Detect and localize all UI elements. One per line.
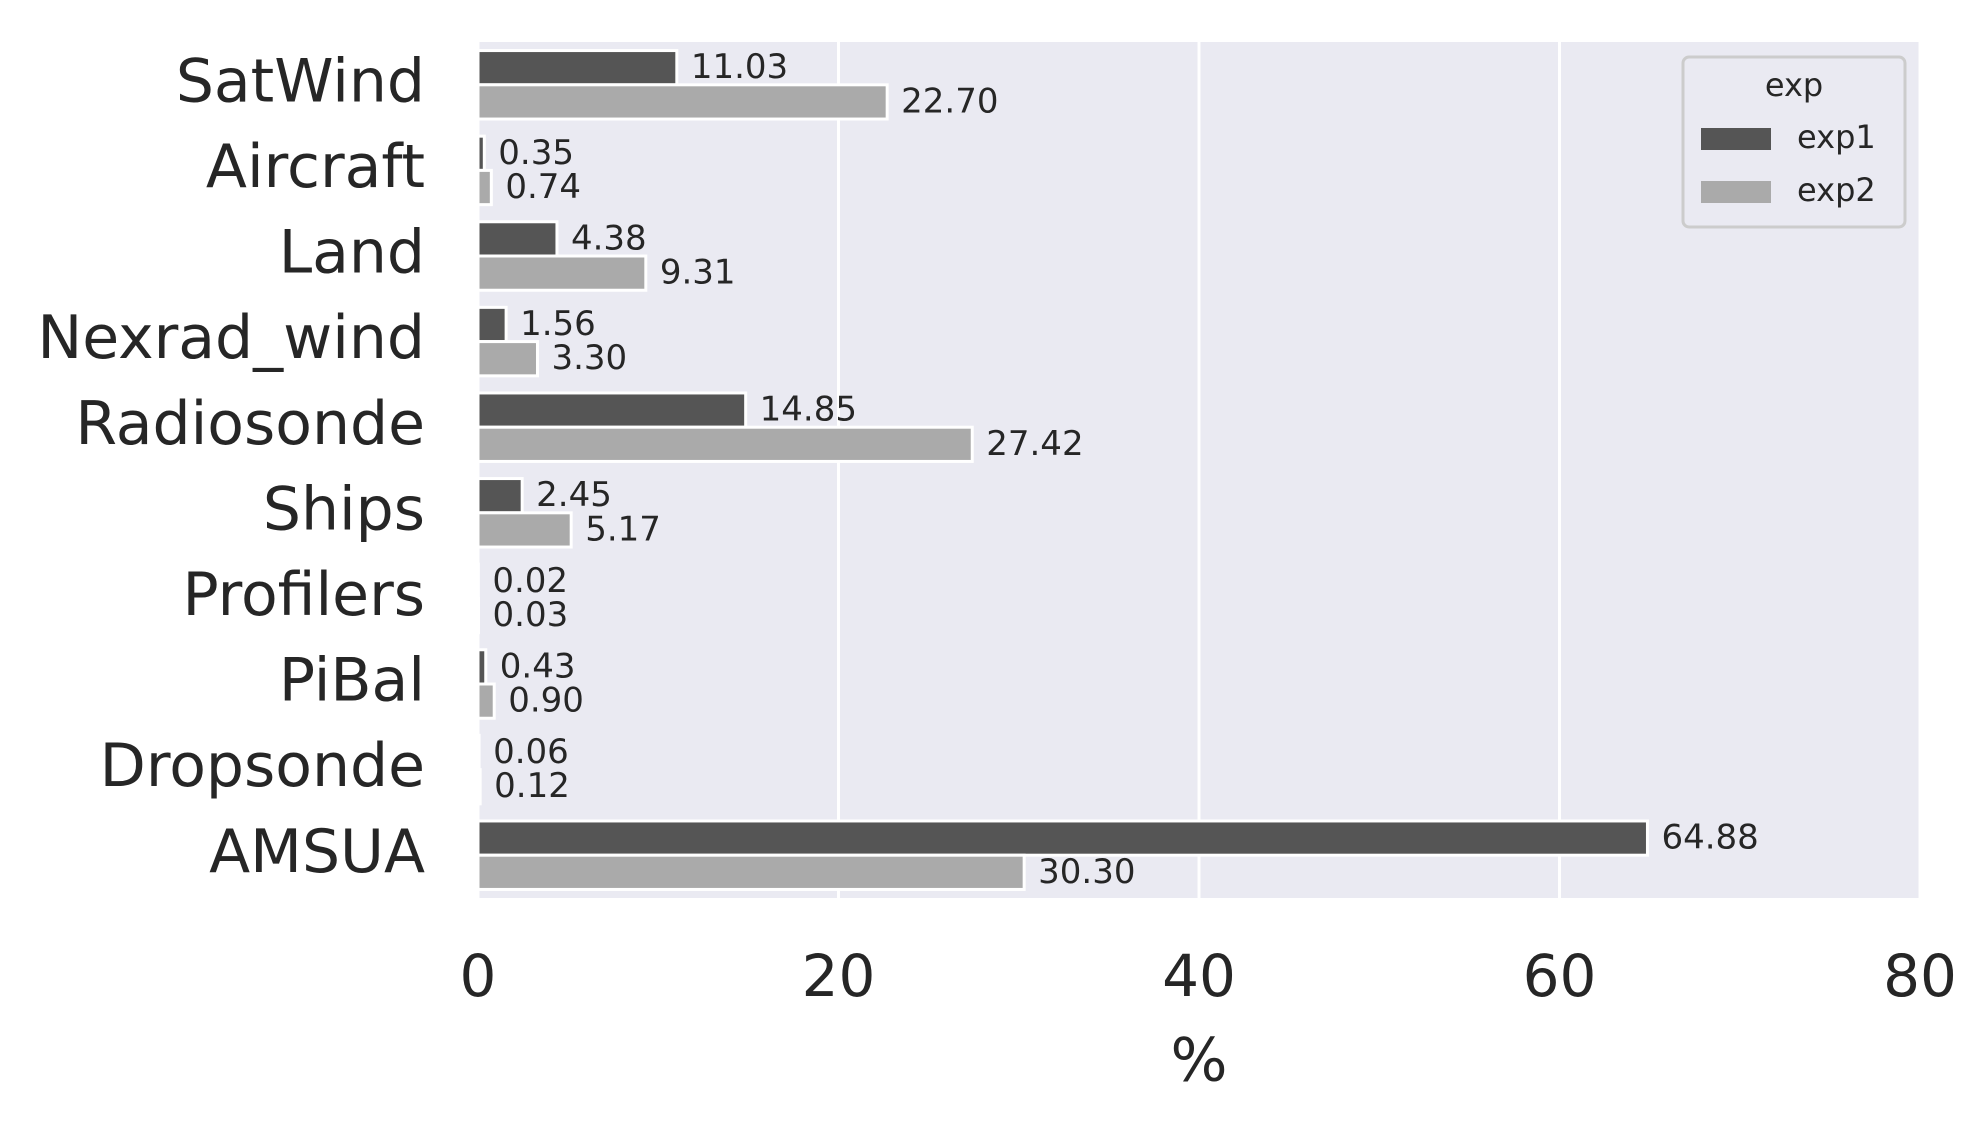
- value-label: 0.90: [508, 681, 584, 721]
- value-label: 0.12: [494, 766, 570, 806]
- x-tick-label: 20: [802, 942, 876, 1010]
- bar: [478, 342, 537, 376]
- y-tick-label: AMSUA: [209, 817, 425, 887]
- y-tick-label: SatWind: [176, 46, 425, 116]
- value-label: 11.03: [691, 47, 788, 87]
- bar: [478, 170, 491, 204]
- x-tick-label: 80: [1883, 942, 1957, 1010]
- y-tick-label: Radiosonde: [75, 389, 425, 459]
- bar: [478, 393, 746, 427]
- y-tick-label: Aircraft: [206, 132, 425, 202]
- x-tick-label: 40: [1162, 942, 1236, 1010]
- bar: [478, 136, 484, 170]
- bar: [478, 256, 646, 290]
- value-label: 64.88: [1661, 818, 1758, 858]
- legend-title: exp: [1765, 66, 1823, 104]
- value-label: 0.74: [505, 167, 581, 207]
- bar: [478, 51, 677, 85]
- bar: [478, 85, 887, 119]
- legend-label: exp1: [1797, 118, 1876, 156]
- y-tick-label: Nexrad_wind: [37, 303, 425, 373]
- value-label: 14.85: [760, 390, 857, 430]
- bar: [478, 650, 486, 684]
- value-label: 30.30: [1038, 852, 1135, 892]
- bar: [478, 821, 1647, 855]
- legend-label: exp2: [1797, 171, 1876, 209]
- bar: [478, 479, 522, 513]
- bar: [478, 770, 480, 804]
- x-axis-label: %: [1170, 1026, 1227, 1096]
- value-label: 0.03: [493, 595, 569, 635]
- bar: [478, 735, 479, 769]
- value-label: 27.42: [986, 424, 1083, 464]
- x-tick-label: 60: [1523, 942, 1597, 1010]
- y-tick-label: PiBal: [279, 646, 425, 716]
- y-tick-label: Land: [279, 218, 425, 288]
- legend-swatch: [1701, 181, 1771, 203]
- value-label: 22.70: [901, 81, 998, 121]
- bar: [478, 855, 1024, 889]
- y-tick-label: Profilers: [183, 560, 426, 630]
- value-label: 3.30: [551, 338, 627, 378]
- legend-swatch: [1701, 128, 1771, 150]
- bar: [478, 427, 972, 461]
- value-label: 5.17: [585, 509, 661, 549]
- bar: [478, 222, 557, 256]
- bar: [478, 684, 494, 718]
- y-tick-label: Dropsonde: [100, 731, 425, 801]
- value-label: 4.38: [571, 218, 647, 258]
- x-tick-label: 0: [460, 942, 497, 1010]
- y-tick-label: Ships: [263, 474, 425, 544]
- bar: [478, 598, 479, 632]
- bar: [478, 307, 506, 341]
- value-label: 9.31: [660, 253, 736, 293]
- bar: [478, 513, 571, 547]
